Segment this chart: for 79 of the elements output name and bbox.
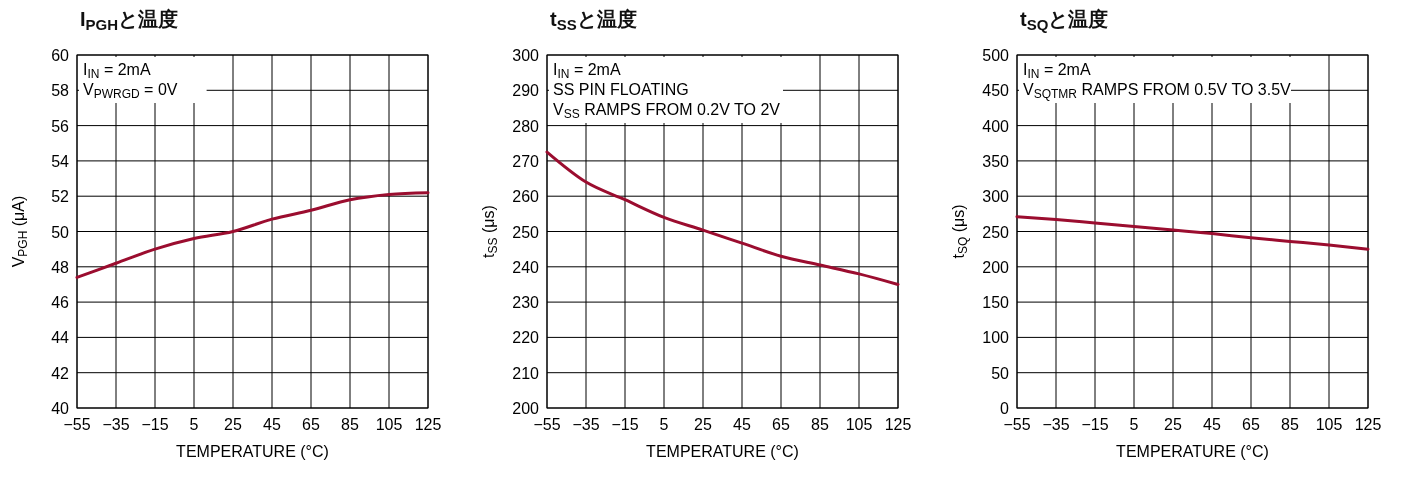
x-tick-label: 85 [1281, 416, 1299, 433]
y-tick-label: 50 [51, 223, 70, 241]
x-tick-label: −55 [1003, 416, 1031, 433]
annotation: I$_{IN}$ = 2mA [1023, 61, 1091, 81]
y-tick-label: 400 [982, 117, 1010, 135]
x-tick-label: 45 [733, 416, 751, 433]
x-tick-label: 125 [414, 416, 442, 433]
y-tick-label: 44 [51, 329, 70, 347]
y-tick-label: 60 [51, 47, 70, 64]
y-tick-label: 42 [51, 364, 70, 382]
x-tick-label: −55 [63, 416, 91, 433]
y-tick-label: 200 [982, 258, 1010, 276]
y-tick-label: 40 [51, 400, 70, 417]
y-tick-label: 210 [512, 364, 540, 382]
annotation: I$_{IN}$ = 2mA [553, 61, 621, 81]
x-tick-label: 125 [1354, 416, 1382, 433]
y-tick-label: 58 [51, 82, 70, 100]
x-tick-label: 5 [1129, 416, 1139, 433]
y-tick-label: 300 [982, 188, 1010, 206]
y-tick-label: 250 [512, 223, 540, 241]
y-tick-label: 250 [982, 223, 1010, 241]
x-tick-label: 105 [1315, 416, 1343, 433]
x-axis-title: TEMPERATURE (°C) [176, 443, 329, 460]
x-tick-label: 45 [263, 416, 281, 433]
x-tick-label: 25 [224, 416, 242, 433]
y-tick-label: 290 [512, 82, 540, 100]
y-tick-label: 350 [982, 152, 1010, 170]
y-tick-label: 280 [512, 117, 540, 135]
annotation: V$_{SQTMR}$ RAMPS FROM 0.5V TO 3.5V [1023, 81, 1292, 101]
line-series [545, 150, 900, 286]
x-tick-label: 125 [884, 416, 912, 433]
chart-title: t$_{SQ}$と温度 [1020, 8, 1109, 33]
y-tick-label: 54 [51, 152, 70, 170]
x-tick-label: 85 [341, 416, 359, 433]
x-axis-title: TEMPERATURE (°C) [1116, 443, 1269, 460]
x-tick-label: 25 [694, 416, 712, 433]
y-tick-label: 56 [51, 117, 70, 135]
x-tick-label: 65 [1242, 416, 1260, 433]
x-tick-label: −35 [102, 416, 130, 433]
x-tick-label: −15 [1081, 416, 1109, 433]
annotation: V$_{SS}$ RAMPS FROM 0.2V TO 2V [553, 101, 781, 121]
x-tick-label: −35 [572, 416, 600, 433]
annotation: V$_{PWRGD}$ = 0V [83, 81, 178, 101]
line-series [75, 191, 430, 279]
y-tick-label: 0 [1000, 400, 1010, 417]
y-tick-label: 260 [512, 188, 540, 206]
annotation: SS PIN FLOATING [553, 81, 689, 98]
x-tick-label: 105 [845, 416, 873, 433]
x-tick-label: 65 [772, 416, 790, 433]
x-tick-label: 45 [1203, 416, 1221, 433]
y-tick-label: 52 [51, 188, 70, 206]
x-tick-label: −35 [1042, 416, 1070, 433]
y-tick-label: 48 [51, 258, 70, 276]
line-series [1015, 215, 1370, 251]
chart-title: t$_{SS}$と温度 [550, 8, 637, 33]
y-tick-label: 500 [982, 47, 1010, 64]
y-tick-label: 300 [512, 47, 540, 64]
y-tick-label: 230 [512, 294, 540, 312]
y-tick-label: 220 [512, 329, 540, 347]
y-tick-label: 46 [51, 294, 70, 312]
y-tick-label: 450 [982, 82, 1010, 100]
x-tick-label: −15 [611, 416, 639, 433]
y-tick-label: 240 [512, 258, 540, 276]
x-axis-title: TEMPERATURE (°C) [646, 443, 799, 460]
x-tick-label: 85 [811, 416, 829, 433]
x-tick-label: 105 [375, 416, 403, 433]
y-tick-label: 200 [512, 400, 540, 417]
annotation: I$_{IN}$ = 2mA [83, 61, 151, 81]
y-tick-label: 150 [982, 294, 1010, 312]
x-tick-label: 65 [302, 416, 320, 433]
x-tick-label: 25 [1164, 416, 1182, 433]
x-tick-label: 5 [659, 416, 669, 433]
x-tick-label: −15 [141, 416, 169, 433]
y-tick-label: 100 [982, 329, 1010, 347]
x-tick-label: 5 [189, 416, 199, 433]
y-tick-label: 270 [512, 152, 540, 170]
chart-title: I$_{PGH}$と温度 [80, 8, 179, 33]
x-tick-label: −55 [533, 416, 561, 433]
y-tick-label: 50 [991, 364, 1010, 382]
